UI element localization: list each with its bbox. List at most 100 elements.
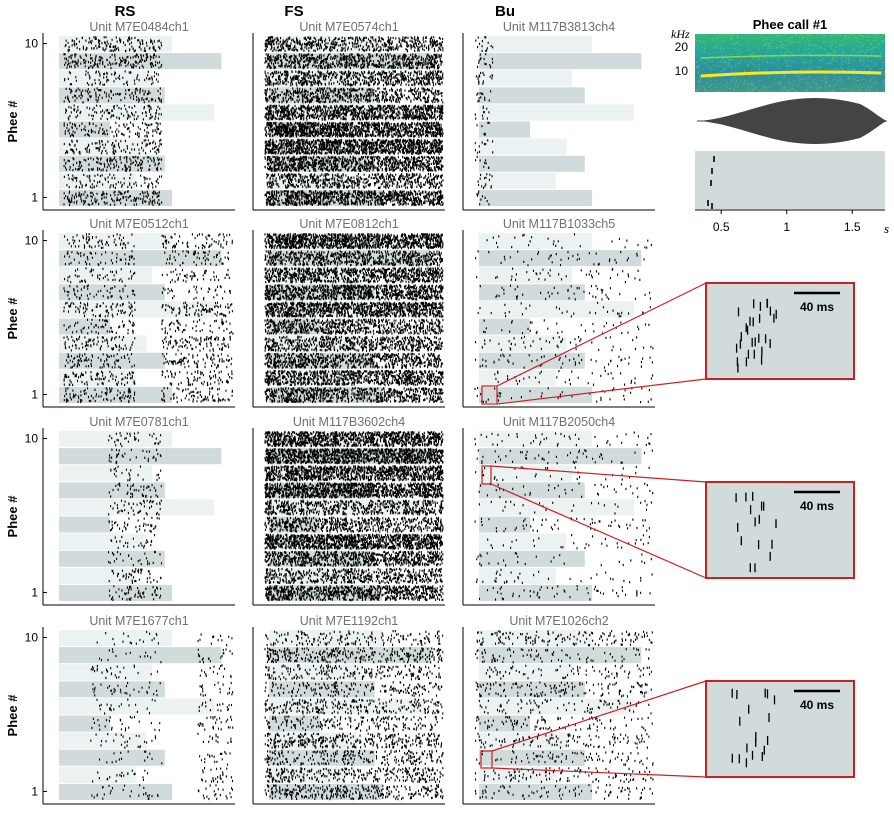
unit-title: Unit M117B3813ch4	[503, 20, 615, 34]
spectrogram	[695, 34, 885, 92]
column-title: Bu	[495, 3, 515, 20]
stimulus-bar	[59, 550, 165, 567]
y-tick-label: 1	[31, 387, 38, 401]
stimulus-bar	[479, 267, 573, 284]
stimulus-bar	[479, 681, 585, 698]
call-x-tick-label: 1.5	[844, 220, 861, 234]
unit-title: Unit M7E0781ch1	[89, 415, 188, 429]
stimulus-bar	[479, 550, 585, 567]
call-raster-spikes	[707, 156, 715, 209]
stimulus-bar	[59, 448, 222, 465]
stimulus-bar	[479, 533, 567, 550]
stimulus-bar	[479, 70, 573, 87]
spectrogram-tick: 20	[675, 40, 689, 54]
stimulus-bar	[479, 138, 567, 155]
raster-panel: Unit M117B3602ch4	[252, 415, 445, 606]
y-axis-label: Phee #	[5, 297, 20, 340]
zoom-connector	[490, 465, 707, 483]
stimulus-bar	[59, 698, 215, 715]
stimulus-bar	[59, 352, 165, 369]
unit-title: Unit M7E0484ch1	[89, 20, 188, 34]
stimulus-bar	[269, 732, 357, 749]
stimulus-bar	[479, 647, 642, 664]
spike-train	[63, 36, 163, 207]
unit-title: Unit M117B3602ch4	[293, 415, 405, 429]
spike-train	[474, 630, 654, 800]
spike-train	[107, 431, 163, 601]
stimulus-bar	[479, 499, 635, 516]
stimulus-bar	[59, 465, 153, 482]
y-tick-label: 1	[31, 784, 38, 798]
raster-panel: Unit M7E0781ch1 10 1 Phee #	[5, 415, 235, 606]
unit-title: Unit M7E1192ch1	[300, 614, 398, 628]
stimulus-bar	[59, 250, 222, 267]
raster-panel: Unit M7E0484ch1 10 1 Phee #	[5, 20, 235, 211]
stimulus-bar	[59, 783, 173, 800]
stimulus-bar	[59, 533, 147, 550]
call-x-tick-label: 1	[783, 220, 790, 234]
zoom-connector	[491, 767, 707, 778]
unit-title: Unit M117B1033ch5	[503, 217, 615, 231]
zoom-spikes	[735, 491, 777, 573]
spike-train	[474, 233, 654, 404]
spike-train	[264, 36, 444, 207]
stimulus-bar	[59, 233, 173, 250]
y-tick-label: 1	[31, 585, 38, 599]
stimulus-bar	[59, 749, 165, 766]
stimulus-bar	[479, 698, 635, 715]
stimulus-bar	[59, 630, 173, 647]
zoom-spikes	[735, 298, 777, 373]
y-axis-label: Phee #	[5, 100, 20, 143]
y-tick-label: 10	[25, 234, 39, 248]
stimulus-bar	[479, 465, 573, 482]
stimulus-bar	[59, 482, 165, 499]
zoom-spikes	[731, 688, 776, 768]
call-title: Phee call #1	[753, 17, 827, 32]
stimulus-bar	[479, 584, 593, 601]
stimulus-bar	[59, 104, 215, 121]
stimulus-bar	[479, 335, 567, 352]
stimulus-bar	[59, 318, 111, 335]
zoom-connector	[491, 680, 707, 752]
stimulus-bar	[59, 138, 147, 155]
unit-title: Unit M7E0574ch1	[299, 20, 398, 34]
spike-train	[63, 233, 234, 404]
y-tick-label: 10	[25, 37, 39, 51]
stimulus-bar	[59, 386, 173, 403]
stimulus-bar	[59, 267, 153, 284]
zoom-inset: 40 ms	[481, 465, 855, 579]
zoom-source-box	[481, 465, 492, 485]
stimulus-bar	[59, 567, 136, 584]
raster-panel: Unit M7E1192ch1	[252, 614, 445, 805]
scale-bar-label: 40 ms	[800, 499, 834, 513]
stimulus-bar	[479, 301, 635, 318]
stimulus-bar	[479, 87, 585, 104]
stimulus-bar	[479, 284, 585, 301]
scale-bar-label: 40 ms	[800, 300, 834, 314]
unit-title: Unit M7E1677ch1	[89, 614, 188, 628]
raster-panel: Unit M7E1677ch1 10 1 Phee #	[5, 614, 235, 805]
stimulus-bar	[479, 431, 593, 448]
stimulus-bar	[59, 732, 147, 749]
column-title: FS	[284, 3, 303, 20]
stimulus-bar	[269, 715, 321, 732]
zoom-box	[705, 282, 855, 380]
stimulus-bar	[479, 189, 593, 206]
spectrogram-unit: kHz	[671, 27, 690, 41]
stimulus-bar	[479, 36, 593, 53]
spike-train	[264, 233, 444, 404]
harmonic-band	[700, 54, 882, 59]
zoom-source-box	[481, 385, 498, 405]
zoom-inset: 40 ms	[480, 680, 855, 778]
stimulus-bar	[59, 70, 153, 87]
y-tick-label: 10	[25, 631, 39, 645]
spike-train	[264, 431, 444, 602]
stimulus-bar	[479, 482, 585, 499]
stimulus-bar	[479, 250, 642, 267]
stimulus-bar	[479, 516, 531, 533]
stimulus-bar	[479, 318, 531, 335]
stimulus-bar	[59, 681, 165, 698]
unit-title: Unit M7E1026ch2	[509, 614, 608, 628]
